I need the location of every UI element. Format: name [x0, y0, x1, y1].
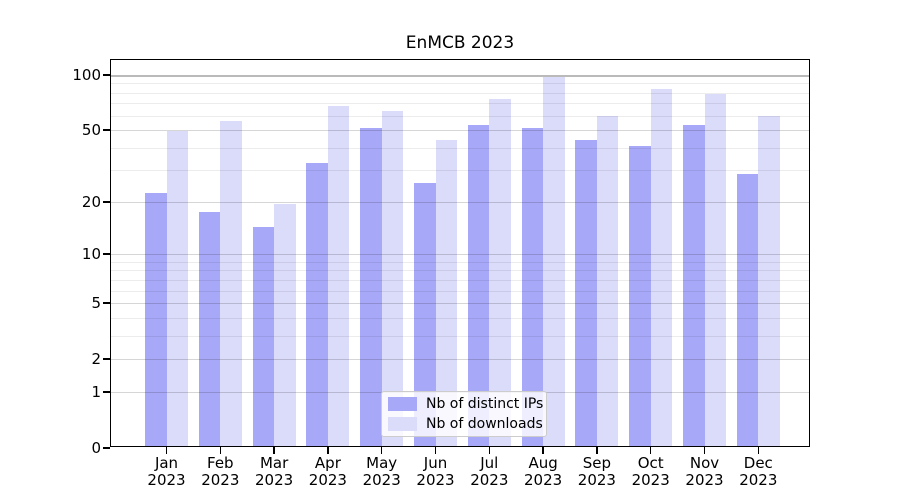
bar-downloads-jun [435, 140, 457, 446]
legend-label-distinct-ips: Nb of distinct IPs [426, 396, 544, 412]
x-tick-label-mar: Mar 2023 [255, 454, 294, 489]
x-tick-label-jan: Jan 2023 [147, 454, 186, 489]
bar-distinct-ips-nov [683, 125, 705, 446]
bar-distinct-ips-aug [521, 128, 544, 446]
legend-swatch-distinct-ips [388, 397, 417, 411]
bar-downloads-dec [758, 116, 780, 446]
y-tick-20 [103, 201, 110, 203]
y-tick-label-1: 1 [91, 382, 101, 401]
x-tick-label-nov: Nov 2023 [685, 454, 724, 489]
bar-distinct-ips-jun [414, 182, 436, 446]
y-tick-label-20: 20 [81, 192, 101, 211]
legend-item-downloads: Nb of downloads [388, 416, 543, 432]
bar-distinct-ips-feb [198, 212, 221, 446]
x-tick-jun [434, 447, 437, 454]
bar-distinct-ips-oct [629, 145, 651, 446]
bar-distinct-ips-jul [467, 125, 490, 446]
bar-downloads-may [381, 111, 404, 446]
chart-title: EnMCB 2023 [405, 33, 515, 53]
y-tick-100 [103, 74, 110, 76]
y-tick-label-100: 100 [72, 65, 101, 84]
bar-downloads-nov [704, 93, 726, 446]
y-tick-label-5: 5 [91, 294, 101, 313]
bar-distinct-ips-mar [252, 227, 275, 446]
y-tick-50 [103, 129, 110, 131]
y-tick-label-0: 0 [91, 439, 101, 457]
x-tick-label-jul: Jul 2023 [470, 454, 509, 489]
y-tick-0 [103, 447, 110, 449]
x-tick-sep [596, 447, 598, 454]
bar-distinct-ips-jan [145, 192, 167, 446]
x-tick-nov [703, 447, 706, 454]
x-tick-feb [219, 447, 221, 454]
gridline-major-100 [111, 74, 809, 77]
bar-distinct-ips-dec [736, 173, 759, 446]
plot-area: 0 1 2 5 10 20 50 100 Jan 2023 Feb 2023 Mar 2023 Apr… [72, 59, 810, 489]
y-tick-label-2: 2 [91, 350, 101, 369]
x-tick-label-dec: Dec 2023 [739, 454, 778, 489]
bar-downloads-jul [489, 99, 511, 446]
x-tick-label-may: May 2023 [362, 454, 401, 489]
x-tick-mar [273, 447, 275, 454]
bar-downloads-aug [543, 77, 565, 446]
x-tick-may [381, 447, 383, 454]
legend-swatch-downloads [388, 417, 417, 431]
legend-item-distinct-ips: Nb of distinct IPs [388, 396, 544, 412]
x-tick-label-apr: Apr 2023 [308, 454, 347, 489]
bar-distinct-ips-sep [575, 140, 597, 446]
bar-downloads-feb [220, 120, 242, 446]
legend: Nb of distinct IPs Nb of downloads [381, 391, 547, 437]
gridline-minor-90 [111, 83, 809, 85]
y-tick-1 [103, 391, 110, 393]
bar-downloads-sep [596, 116, 619, 446]
y-tick-label-10: 10 [81, 245, 101, 264]
bar-downloads-apr [327, 106, 350, 446]
y-tick-label-50: 50 [81, 121, 101, 140]
x-tick-label-jun: Jun 2023 [416, 454, 455, 489]
y-tick-2 [103, 358, 110, 360]
bar-downloads-jan [166, 131, 188, 446]
x-tick-jul [488, 447, 490, 454]
y-tick-10 [103, 253, 110, 255]
legend-label-downloads: Nb of downloads [426, 416, 543, 432]
y-tick-5 [103, 302, 110, 304]
bar-distinct-ips-may [360, 128, 382, 446]
bar-downloads-oct [650, 88, 673, 446]
x-tick-label-oct: Oct 2023 [631, 454, 670, 489]
x-tick-aug [542, 447, 544, 454]
x-tick-apr [327, 447, 329, 454]
bar-downloads-mar [274, 203, 296, 446]
x-tick-jan [165, 447, 168, 454]
x-tick-oct [650, 447, 652, 454]
x-tick-label-feb: Feb 2023 [201, 454, 240, 489]
bar-distinct-ips-apr [306, 163, 328, 446]
x-tick-dec [757, 447, 759, 454]
x-tick-label-aug: Aug 2023 [524, 454, 563, 489]
x-tick-label-sep: Sep 2023 [577, 454, 616, 489]
